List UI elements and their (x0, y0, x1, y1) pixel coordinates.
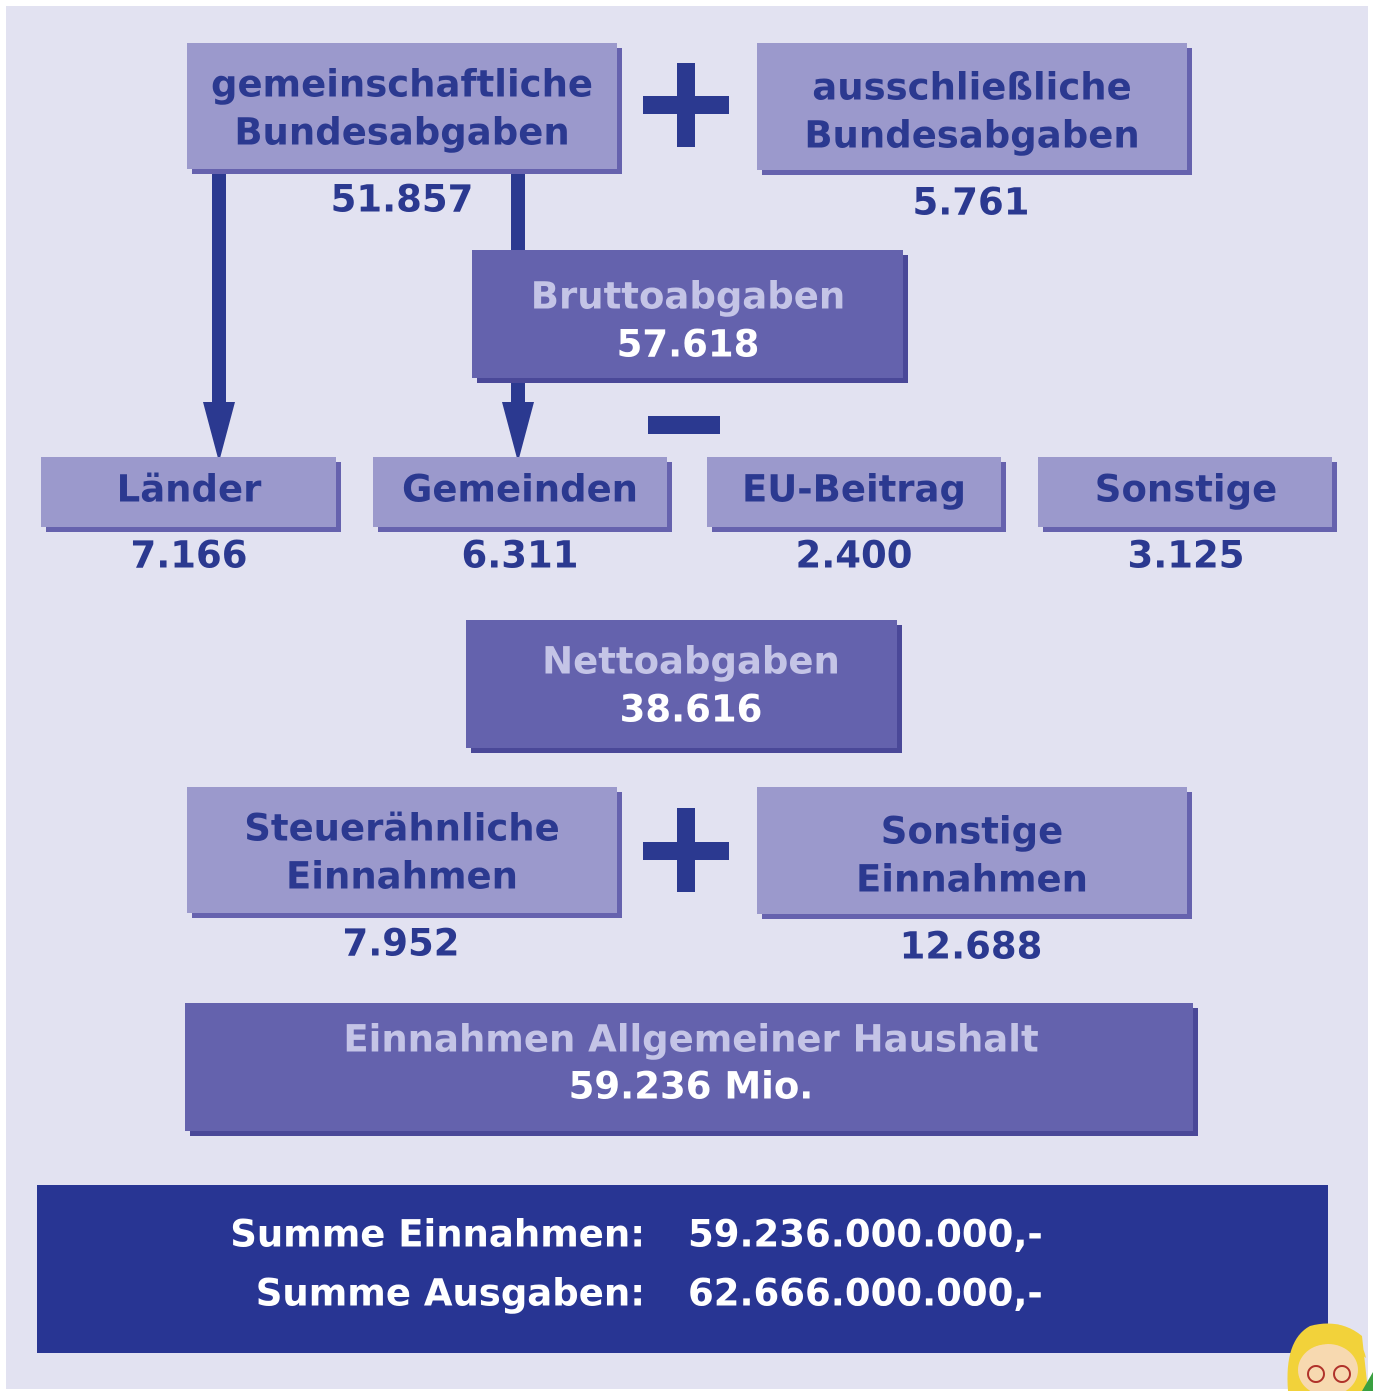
node-label: Steuerähnliche (244, 807, 560, 850)
mascot-icon (1287, 1323, 1373, 1391)
node-label: Nettoabgaben (542, 640, 840, 683)
node-label: Sonstige (1095, 468, 1277, 511)
box (185, 1003, 1193, 1131)
operators (643, 63, 729, 892)
node-value: 12.688 (900, 925, 1043, 968)
node-value: 7.952 (342, 922, 459, 965)
summary-label: Summe Ausgaben: (256, 1272, 645, 1315)
box (187, 43, 617, 169)
box (707, 457, 1001, 527)
node-value: 3.125 (1127, 534, 1244, 577)
summary-value: 59.236.000.000,- (688, 1213, 1043, 1256)
box (41, 457, 336, 527)
box (373, 457, 667, 527)
box (187, 787, 617, 913)
box (472, 250, 903, 378)
node-value: 6.311 (461, 534, 578, 577)
node-label: Bundesabgaben (804, 114, 1139, 157)
arrows (203, 168, 534, 462)
node-label: gemeinschaftliche (211, 63, 593, 106)
summary-panel (37, 1185, 1328, 1353)
node-value: 59.236 Mio. (569, 1065, 814, 1108)
summary-label: Summe Einnahmen: (230, 1213, 645, 1256)
summary-value: 62.666.000.000,- (688, 1272, 1043, 1315)
box (757, 787, 1187, 914)
node-label: EU-Beitrag (742, 468, 966, 511)
box (466, 620, 897, 748)
node-label: ausschließliche (812, 66, 1131, 109)
node-label: Einnahmen (286, 855, 518, 898)
node-value: 5.761 (912, 181, 1029, 224)
box (757, 43, 1187, 170)
node-label: Bundesabgaben (234, 111, 569, 154)
node-value: 57.618 (617, 323, 760, 366)
node-label: Gemeinden (402, 468, 638, 511)
node-label: Länder (117, 468, 262, 511)
node-value: 38.616 (620, 688, 763, 731)
node-value: 51.857 (331, 178, 474, 221)
box (1038, 457, 1332, 527)
node-label: Bruttoabgaben (531, 275, 845, 318)
node-value: 2.400 (795, 534, 912, 577)
node-value: 7.166 (130, 534, 247, 577)
node-label: Einnahmen (856, 858, 1088, 901)
node-label: Sonstige (881, 810, 1063, 853)
node-label: Einnahmen Allgemeiner Haushalt (343, 1018, 1038, 1061)
